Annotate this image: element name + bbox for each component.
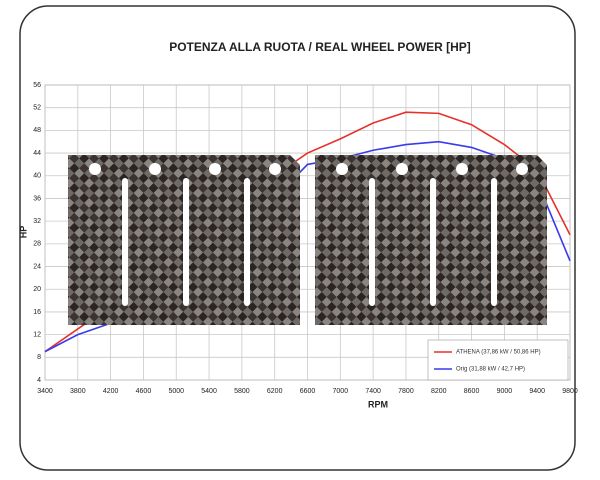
y-tick-label: 48 xyxy=(33,127,41,134)
x-tick-label: 5400 xyxy=(201,388,217,395)
x-tick-label: 4200 xyxy=(103,388,119,395)
petal-holes xyxy=(89,163,528,306)
y-tick-label: 44 xyxy=(33,150,41,157)
x-tick-label: 9000 xyxy=(497,388,513,395)
legend-label: ATHENA (37,86 kW / 50,86 HP) xyxy=(456,350,541,356)
x-tick-label: 6200 xyxy=(267,388,283,395)
legend-box xyxy=(427,339,569,381)
x-tick-label: 4600 xyxy=(136,388,152,395)
y-tick-label: 36 xyxy=(33,195,41,202)
chart-title: POTENZA ALLA RUOTA / REAL WHEEL POWER [H… xyxy=(169,40,471,54)
y-tick-label: 56 xyxy=(33,82,41,89)
legend: ATHENA (37,86 kW / 50,86 HP) Orig (31,88 … xyxy=(427,339,569,381)
y-tick-label: 20 xyxy=(33,286,41,293)
x-tick-label: 5000 xyxy=(168,388,184,395)
y-tick-label: 8 xyxy=(37,354,41,361)
y-tick-label: 24 xyxy=(33,263,41,270)
y-tick-label: 40 xyxy=(33,173,41,180)
y-tick-label: 16 xyxy=(33,309,41,316)
x-tick-label: 8600 xyxy=(464,388,480,395)
x-tick-label: 7400 xyxy=(365,388,381,395)
x-axis-label: RPM xyxy=(368,399,388,409)
x-tick-label: 7000 xyxy=(333,388,349,395)
legend-label: Orig (31,88 kW / 42,7 HP) xyxy=(456,367,525,373)
x-tick-label: 7800 xyxy=(398,388,414,395)
y-tick-label: 28 xyxy=(33,241,41,248)
x-tick-label: 3800 xyxy=(70,388,86,395)
y-tick-label: 32 xyxy=(33,218,41,225)
x-tick-label: 5800 xyxy=(234,388,250,395)
x-tick-label: 3400 xyxy=(37,388,53,395)
x-tick-label: 9400 xyxy=(529,388,545,395)
y-tick-label: 12 xyxy=(33,331,41,338)
y-tick-label: 52 xyxy=(33,105,41,112)
reed-petals xyxy=(68,155,547,325)
x-tick-label: 8200 xyxy=(431,388,447,395)
x-tick-label: 6600 xyxy=(300,388,316,395)
y-axis-label: HP xyxy=(18,226,28,239)
y-tick-label: 4 xyxy=(37,377,41,384)
x-tick-label: 9800 xyxy=(562,388,578,395)
